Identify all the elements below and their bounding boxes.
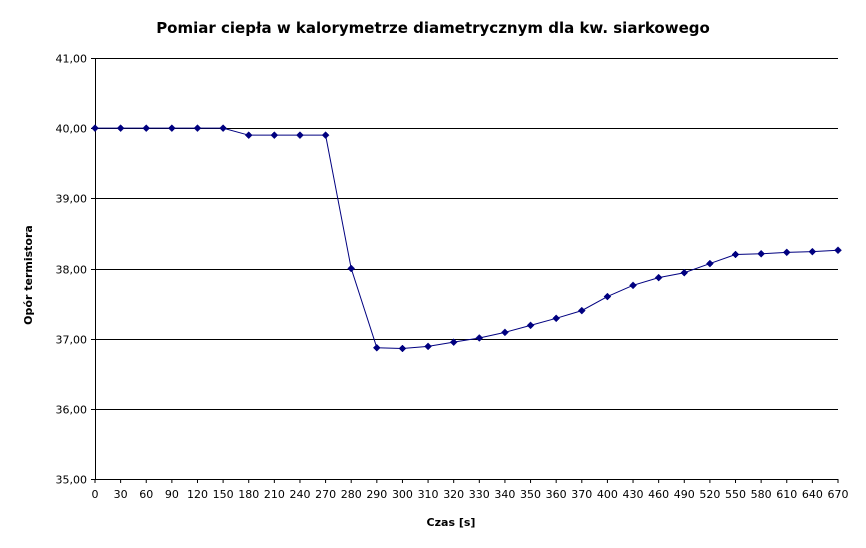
data-point [449,338,458,347]
data-point [834,246,842,255]
data-point [372,343,381,352]
x-tick-label: 580 [751,488,772,501]
x-tick-label: 460 [648,488,669,501]
data-point [168,124,176,133]
x-tick-label: 0 [92,488,99,501]
x-tick-label: 120 [187,488,208,501]
data-point [475,334,484,342]
y-tick-label: 36,00 [56,404,88,417]
x-tick-label: 430 [623,488,644,501]
x-tick-label: 400 [597,488,618,501]
x-axis-title: Czas [s] [427,516,476,529]
data-point [680,268,689,277]
y-tick-label: 37,00 [56,334,88,347]
data-point [270,131,279,140]
series-group [91,124,842,353]
data-point [398,344,407,353]
y-axis-title: Opór termistora [22,225,35,325]
x-tick-label: 310 [418,488,439,501]
y-axis-tick-labels: 35,00 36,00 37,00 38,00 39,00 40,00 41,00 [56,53,95,487]
x-tick-label: 240 [289,488,310,501]
gridlines [95,58,838,410]
x-tick-label: 30 [114,488,128,501]
data-point [706,259,714,268]
x-tick-label: 640 [802,488,823,501]
x-tick-label: 370 [571,488,592,501]
x-tick-label: 320 [443,488,464,501]
x-tick-label: 340 [494,488,515,501]
x-tick-label: 210 [264,488,285,501]
x-tick-label: 550 [725,488,746,501]
data-point [526,321,535,330]
data-point [347,264,356,273]
data-point [552,314,561,323]
y-tick-label: 39,00 [56,193,88,206]
x-tick-label: 330 [469,488,490,501]
chart-title: Pomiar ciepła w kalorymetrze diametryczn… [156,19,710,37]
data-point [731,250,740,259]
x-tick-label: 300 [392,488,413,501]
y-tick-label: 40,00 [56,123,88,136]
x-axis-tick-labels: 0 30 60 90 120 150 180 210 240 270 280 290 300 310 320… [92,479,849,501]
x-tick-label: 520 [699,488,720,501]
y-tick-label: 38,00 [56,264,88,277]
data-point [603,292,612,301]
y-tick-label: 35,00 [56,474,88,487]
x-tick-label: 280 [341,488,362,501]
x-tick-label: 610 [776,488,797,501]
data-point [219,124,227,133]
x-tick-label: 150 [213,488,234,501]
data-point [757,249,765,258]
data-point [296,131,304,140]
data-point [321,131,330,140]
x-tick-label: 350 [520,488,541,501]
y-tick-label: 41,00 [56,53,88,66]
x-tick-label: 290 [366,488,387,501]
data-point [808,247,817,256]
x-tick-label: 180 [238,488,259,501]
x-tick-label: 670 [828,488,849,501]
data-point [577,306,586,315]
x-tick-label: 360 [546,488,567,501]
x-tick-label: 60 [139,488,153,501]
x-tick-label: 270 [315,488,336,501]
data-point [142,124,151,133]
data-point [654,273,663,282]
series-line [95,127,839,349]
data-point [244,131,253,140]
data-point [116,124,125,133]
data-point [193,124,202,133]
data-point [782,248,791,257]
data-point [501,328,509,337]
x-tick-label: 490 [674,488,695,501]
data-point [424,342,432,351]
data-point [629,281,637,290]
x-tick-label: 90 [165,488,179,501]
data-point [91,124,99,133]
